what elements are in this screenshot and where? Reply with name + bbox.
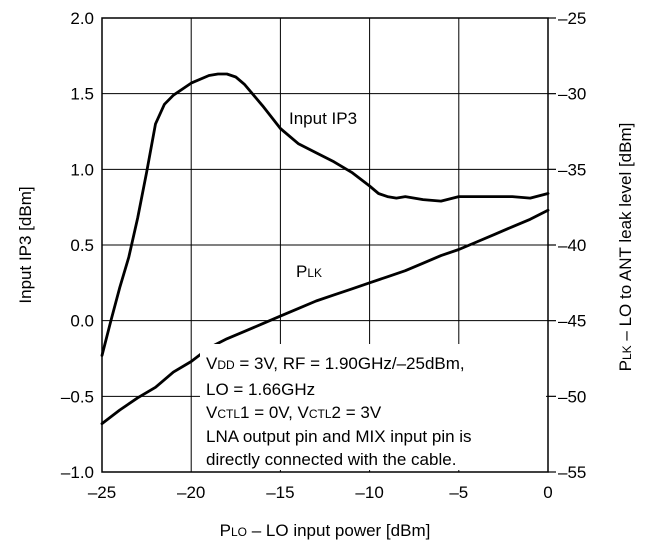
y-left-tick-label: 0.0 <box>70 312 94 331</box>
input-ip3-series-label: Input IP3 <box>289 109 357 128</box>
y-right-tick-label: –45 <box>558 312 586 331</box>
x-tick-label: –10 <box>355 483 383 502</box>
input-ip3-line <box>100 72 550 357</box>
y-left-tick-label: –1.0 <box>61 463 94 482</box>
y-left-tick-label: –0.5 <box>61 387 94 406</box>
annotation-line: VCTL1 = 0V, VCTL2 = 3V <box>206 403 382 422</box>
annotation-line: LO = 1.66GHz <box>206 380 315 399</box>
y-right-axis-label: PLK – LO to ANT leak level [dBm] <box>616 123 635 372</box>
annotation-line: directly connected with the cable. <box>206 450 456 469</box>
y-right-tick-label: –50 <box>558 387 586 406</box>
x-tick-label: –25 <box>88 483 116 502</box>
y-left-axis-label: Input IP3 [dBm] <box>16 186 35 303</box>
y-left-tick-label: 1.0 <box>70 160 94 179</box>
y-right-tick-label: –30 <box>558 85 586 104</box>
x-tick-label: –15 <box>266 483 294 502</box>
labels: Input IP3 PLK VDD = 3V, RF = 1.90GHz/–25dB… <box>16 109 635 540</box>
y-left-tick-label: 1.5 <box>70 85 94 104</box>
y-left-tick-label: 0.5 <box>70 236 94 255</box>
y-right-tick-label: –25 <box>558 9 586 28</box>
plk-series-label: PLK <box>296 262 322 281</box>
x-tick-label: –5 <box>449 483 468 502</box>
x-axis-label: PLO – LO input power [dBm] <box>220 521 431 540</box>
plot-frame <box>101 17 549 473</box>
y-right-tick-label: –35 <box>558 160 586 179</box>
x-tick-label: 0 <box>543 483 552 502</box>
annotation-line: LNA output pin and MIX input pin is <box>206 427 472 446</box>
axis-ticks: –25 –20 –15 –10 –5 0–1.0–0.50.00.51.01.52.0–5… <box>61 9 586 502</box>
annotation-box <box>200 344 546 470</box>
plk-line <box>100 208 550 426</box>
series-lines <box>100 72 550 426</box>
y-right-tick-label: –55 <box>558 463 586 482</box>
x-tick-label: –20 <box>177 483 205 502</box>
y-right-tick-label: –40 <box>558 236 586 255</box>
annotation-line: VDD = 3V, RF = 1.90GHz/–25dBm, <box>206 354 465 373</box>
y-left-tick-label: 2.0 <box>70 9 94 28</box>
